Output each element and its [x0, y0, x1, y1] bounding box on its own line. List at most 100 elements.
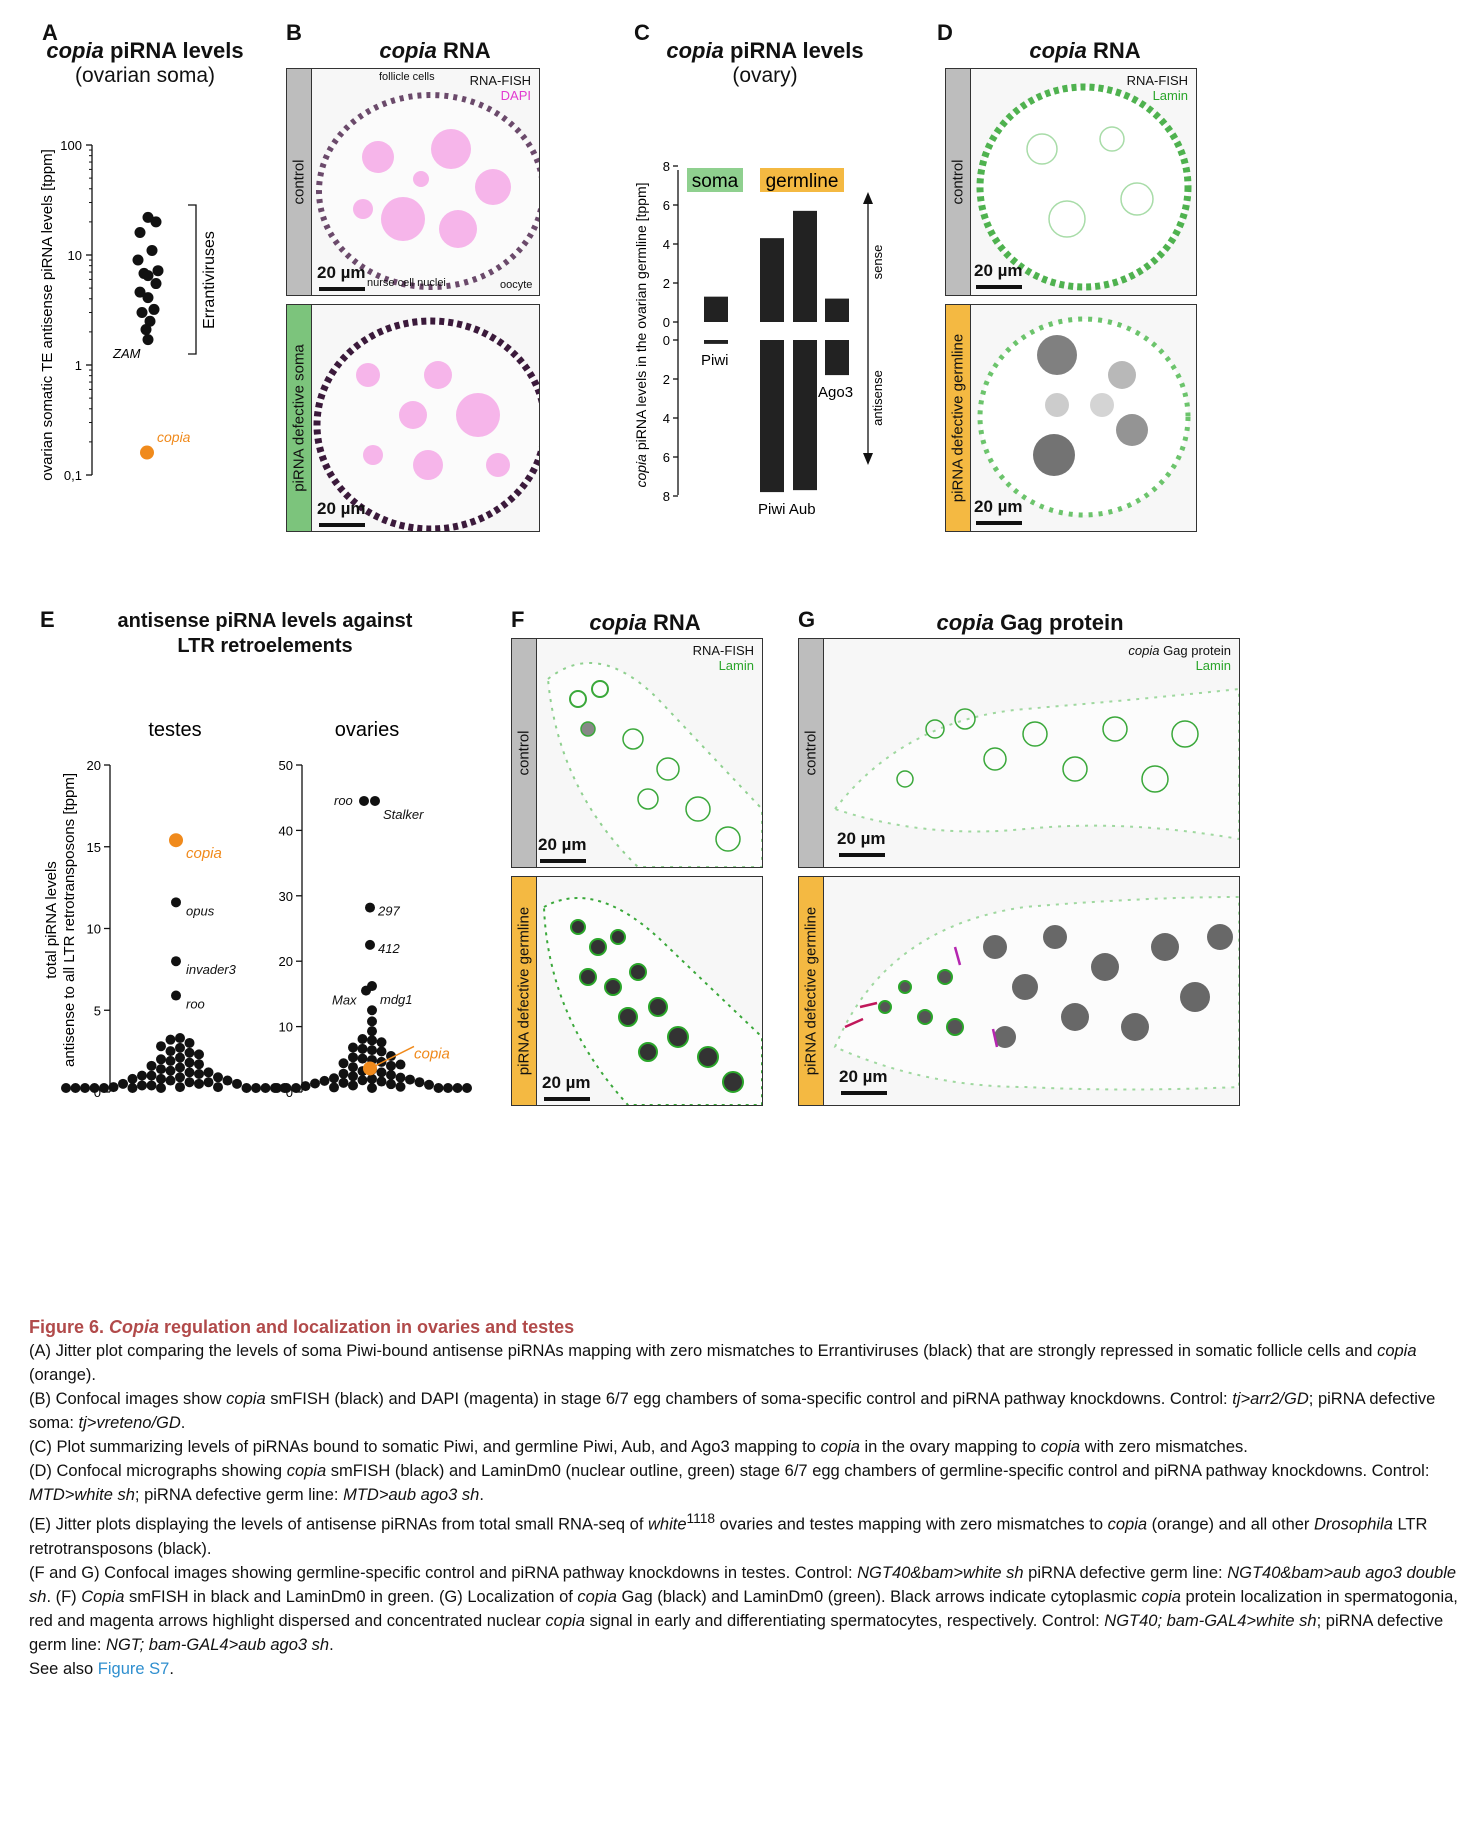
data-point — [70, 1083, 81, 1093]
data-point — [241, 1083, 252, 1093]
y-tick-label: 10 — [279, 1020, 293, 1035]
data-point — [99, 1083, 109, 1093]
data-point — [146, 1070, 157, 1081]
point-label: copia — [186, 845, 222, 862]
data-point — [338, 1058, 349, 1069]
data-point — [452, 1083, 463, 1093]
y-tick-label: 15 — [87, 840, 101, 855]
data-point — [184, 1077, 195, 1088]
data-point — [150, 216, 162, 228]
errantivirus-bracket — [188, 204, 197, 355]
caption-fg: (F and G) Confocal images showing germli… — [29, 1563, 1458, 1654]
scale-bar: 20 µm — [317, 499, 366, 527]
data-point — [365, 939, 375, 950]
data-point — [348, 1080, 358, 1091]
panel-g-label: G — [798, 607, 816, 632]
data-point — [175, 1072, 185, 1083]
data-point — [367, 1035, 377, 1046]
data-point — [424, 1079, 434, 1090]
panel-a-chart: ovarian somatic TE antisense piRNA level… — [39, 138, 218, 483]
testis-micrograph — [542, 897, 762, 1105]
panel-a-title: copia piRNA levels — [46, 38, 244, 63]
data-point — [357, 1053, 368, 1064]
point-label: invader3 — [186, 962, 237, 977]
data-point — [150, 278, 162, 290]
scale-bar: 20 µm — [839, 1067, 888, 1095]
data-point — [171, 897, 181, 908]
data-point — [367, 1005, 377, 1016]
data-point — [184, 1057, 195, 1068]
point-label: 412 — [378, 941, 400, 956]
sense-bar — [704, 296, 728, 322]
data-point — [61, 1083, 71, 1093]
data-point — [146, 1080, 157, 1091]
data-point — [203, 1077, 214, 1088]
egg-chamber-micrograph — [977, 316, 1191, 518]
point-label: 297 — [377, 904, 400, 919]
data-point — [156, 1054, 166, 1065]
soma-label: soma — [692, 171, 739, 192]
data-point — [184, 1037, 195, 1048]
data-point — [367, 1045, 377, 1056]
panel-e-title-1: antisense piRNA levels against — [117, 610, 413, 632]
copia-point — [169, 833, 183, 848]
sense-bar — [825, 298, 849, 322]
data-point — [134, 227, 146, 239]
y-tick-label: 30 — [279, 889, 293, 904]
panel-a-label: A — [42, 20, 58, 45]
figure-s7-link[interactable]: Figure S7 — [97, 1659, 170, 1678]
data-point — [194, 1049, 204, 1060]
data-point — [348, 1042, 358, 1053]
data-point — [232, 1078, 242, 1089]
copia-point — [140, 445, 154, 460]
panel-b-title: copia RNA — [379, 38, 491, 63]
panel-e-chart: total piRNA levels antisense to all LTR … — [43, 719, 472, 1100]
panel-c-chart: copia piRNA levels in the ovarian germli… — [633, 159, 885, 518]
sense-label: sense — [870, 245, 885, 280]
y-tick-label: 4 — [663, 411, 670, 426]
panel-b-defective-image: piRNA defective soma 20 µm — [286, 304, 540, 532]
follicle-cells-label: follicle cells — [379, 71, 435, 83]
y-tick-label: 2 — [663, 276, 670, 291]
data-point — [156, 1041, 166, 1052]
y-tick-label: 0 — [663, 315, 670, 330]
data-point — [348, 1071, 358, 1082]
copia-label: copia — [157, 429, 191, 445]
image-legend: RNA-FISH Lamin — [1126, 73, 1188, 103]
egg-chamber-micrograph — [313, 317, 539, 531]
data-point — [395, 1059, 406, 1070]
panel-c-ylabel: copia piRNA levels in the ovarian germli… — [633, 182, 649, 487]
y-tick-label: 0,1 — [64, 468, 82, 483]
data-point — [140, 324, 152, 336]
data-point — [329, 1082, 339, 1093]
panel-g-defective-image: piRNA defective germline 20 µm — [798, 876, 1240, 1106]
sense-bar — [760, 238, 784, 322]
panel-b-control-image: control follicle cells nurse cell nuclei… — [286, 68, 540, 296]
data-point — [365, 902, 375, 913]
data-point — [348, 1052, 358, 1063]
data-point — [142, 292, 154, 304]
condition-tag: control — [512, 639, 537, 867]
data-point — [132, 254, 144, 266]
condition-tag: piRNA defective soma — [287, 305, 312, 531]
y-tick-label: 8 — [663, 489, 670, 504]
data-point — [395, 1072, 406, 1083]
data-point — [194, 1069, 204, 1080]
condition-tag: piRNA defective germline — [799, 877, 824, 1105]
data-point — [127, 1073, 138, 1084]
panel-c-label: C — [634, 20, 650, 45]
data-point — [213, 1072, 223, 1083]
piwi-soma-label: Piwi — [701, 352, 729, 369]
data-point — [175, 1052, 185, 1063]
panel-f-title: copia RNA — [589, 610, 701, 635]
data-point — [367, 981, 377, 992]
antisense-label: antisense — [870, 370, 885, 426]
data-point — [152, 265, 164, 277]
data-point — [222, 1075, 233, 1086]
caption-see-also: See also Figure S7. — [29, 1659, 174, 1678]
ago3-label: Ago3 — [818, 384, 853, 401]
point-label: mdg1 — [380, 992, 413, 1007]
panel-g-control-image: control copia Gag protein Lamin 20 µm — [798, 638, 1240, 868]
soma-box — [687, 168, 743, 192]
data-point — [329, 1073, 339, 1084]
